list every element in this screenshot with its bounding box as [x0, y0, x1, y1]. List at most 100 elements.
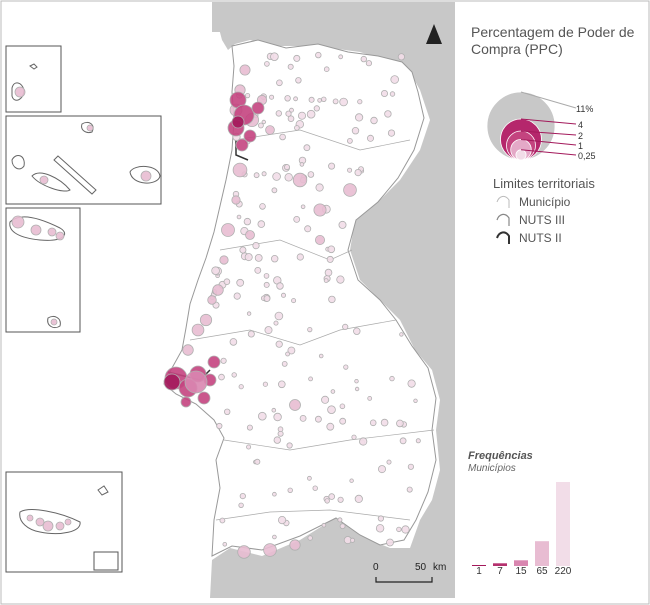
municipality-symbol: [197, 391, 211, 405]
municipality-symbol: [184, 370, 208, 394]
nuts-boundary: [219, 239, 353, 261]
municipality-symbol: [390, 75, 400, 84]
municipality-symbol: [384, 110, 392, 118]
municipality-symbol: [307, 171, 315, 178]
municipality-symbol: [306, 475, 312, 481]
municipality-symbol: [285, 351, 291, 357]
portugal-mainland: [163, 39, 437, 557]
municipality-symbol: [306, 109, 316, 119]
municipality-symbol: [263, 273, 270, 279]
municipality-symbol: [397, 53, 405, 61]
scale-start-label: 0: [373, 562, 379, 573]
municipality-symbol: [284, 173, 293, 182]
north-arrow-icon: [426, 24, 442, 44]
legend-size-label: 0,25: [578, 151, 596, 161]
frequency-bar: [493, 563, 507, 566]
municipality-symbol: [191, 323, 205, 337]
municipality-symbol: [243, 217, 252, 226]
municipality-symbol: [221, 223, 235, 237]
municipality-symbol: [254, 253, 263, 262]
municipality-symbol: [339, 97, 348, 107]
municipality-symbol: [261, 171, 267, 177]
municipality-symbol: [351, 126, 360, 135]
municipality-symbol: [367, 395, 373, 401]
nuts-ii-line-icon: [496, 231, 510, 244]
municipality-symbol: [291, 298, 297, 304]
municipality-symbol: [235, 138, 249, 152]
municipality-symbol: [50, 318, 58, 326]
municipality-symbol: [236, 278, 245, 287]
municipality-symbol: [366, 134, 374, 142]
municipality-symbol: [264, 61, 270, 67]
nuts-boundary: [223, 429, 435, 451]
municipality-symbol: [287, 346, 296, 355]
municipality-symbol: [55, 521, 65, 531]
legend-size-label: 1: [578, 141, 584, 151]
municipality-symbol: [272, 172, 281, 181]
municipality-symbol: [14, 86, 26, 98]
municipality-symbol: [327, 245, 336, 254]
frequency-tick-label: 1: [476, 566, 482, 577]
municipality-symbol: [30, 224, 42, 236]
municipality-symbol: [386, 459, 392, 465]
municipality-symbol: [286, 442, 293, 449]
municipality-symbol: [328, 162, 336, 170]
municipality-symbol: [276, 282, 284, 290]
nuts-boundary: [233, 129, 411, 151]
municipality-symbol: [401, 525, 410, 534]
frequency-bar-chart: [472, 482, 570, 566]
municipality-symbol: [239, 492, 246, 500]
municipality-symbol: [273, 412, 282, 422]
municipality-symbol: [285, 110, 292, 117]
municipality-symbol: [246, 424, 253, 431]
municipality-symbol: [354, 494, 363, 503]
municipality-symbol: [293, 96, 299, 102]
municipality-symbol: [292, 172, 308, 188]
municipality-symbol: [297, 111, 306, 120]
municipality-symbol: [327, 405, 336, 415]
municipality-symbol: [47, 227, 57, 237]
municipality-symbol: [370, 116, 378, 125]
municipality-symbol: [308, 96, 315, 103]
legend-size-circles: [486, 91, 577, 161]
municipality-symbol: [251, 101, 265, 115]
frequency-title: Frequências: [468, 450, 533, 462]
municipality-symbol: [324, 498, 330, 504]
municipality-symbol: [211, 266, 220, 276]
municipality-symbol: [377, 465, 386, 474]
municipality-symbol: [229, 338, 238, 346]
municipality-symbol: [293, 215, 301, 223]
municipality-symbol: [259, 203, 266, 210]
scale-unit-label: km: [433, 562, 447, 573]
island-sao-jorge: [53, 155, 97, 195]
municipality-symbol: [236, 214, 242, 220]
municipality-symbol: [315, 51, 322, 59]
municipality-symbol: [289, 539, 301, 551]
spain-background: [210, 2, 455, 598]
municipality-symbol: [231, 115, 245, 129]
sea-strip: [212, 2, 222, 32]
municipality-symbol: [271, 407, 277, 413]
municipality-symbol: [207, 355, 221, 369]
municipality-symbol: [238, 502, 244, 508]
municipality-symbol: [263, 281, 270, 288]
municipality-symbol: [280, 292, 286, 298]
municipality-symbol: [323, 66, 330, 72]
frequency-tick-label: 7: [497, 566, 503, 577]
legend-leader-line: [520, 130, 577, 136]
municipality-symbol: [272, 491, 277, 497]
municipality-symbol: [365, 60, 372, 67]
municipality-symbol: [396, 526, 402, 533]
legend-leader-line: [520, 118, 577, 125]
municipality-symbol: [324, 268, 333, 277]
municipality-symbol: [212, 284, 224, 296]
municipality-symbol: [323, 278, 329, 284]
municipality-symbol: [252, 242, 260, 250]
frequency-tick-label: 65: [536, 566, 548, 577]
municipality-symbol: [317, 98, 322, 103]
municipality-symbol: [377, 515, 384, 522]
municipio-line-icon: [496, 195, 510, 208]
municipality-symbol: [339, 403, 346, 410]
municipality-symbol: [289, 107, 294, 113]
